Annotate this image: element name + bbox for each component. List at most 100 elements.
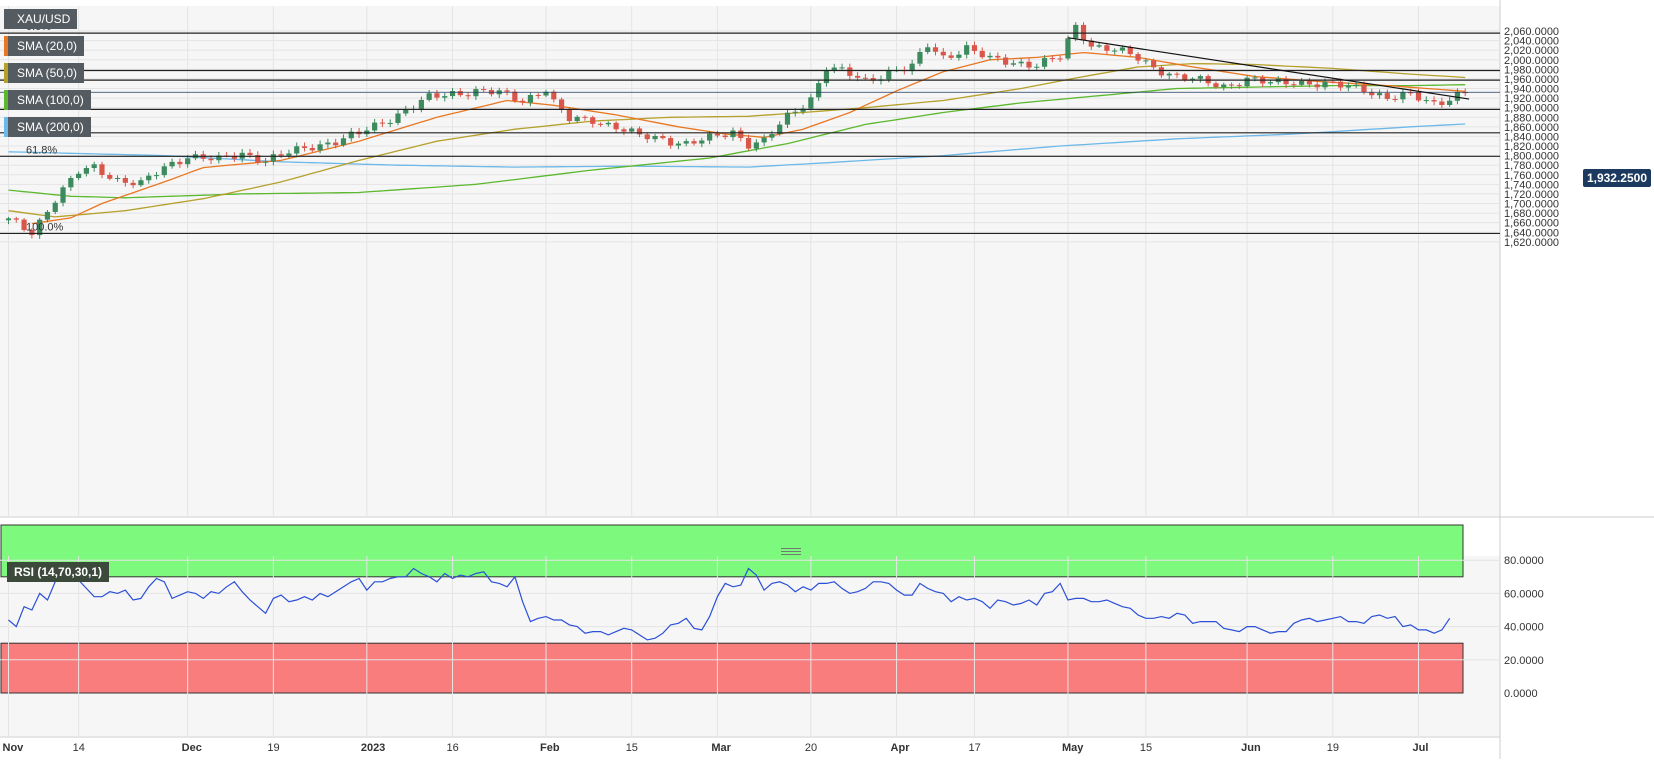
current-price-tag: 1,932.2500 — [1582, 169, 1651, 187]
candle — [177, 158, 183, 168]
date-axis-label: Apr — [891, 742, 911, 754]
candle — [216, 151, 222, 164]
candle — [1158, 65, 1165, 78]
candle — [1423, 96, 1429, 104]
price-axis-label: 1,980.0000 — [1504, 64, 1559, 76]
candle — [138, 177, 144, 188]
candle — [107, 172, 113, 181]
candle — [37, 217, 43, 239]
candle — [582, 115, 588, 121]
candle — [185, 154, 191, 168]
rsi-legend[interactable]: RSI (14,70,30,1) — [7, 562, 110, 582]
candle — [816, 79, 822, 101]
candle — [730, 127, 736, 141]
sma50-legend[interactable]: SMA (50,0) — [4, 63, 85, 83]
candle — [114, 175, 121, 182]
rsi-line — [8, 567, 1451, 641]
candle — [333, 138, 339, 149]
price-axis-label: 1,780.0000 — [1504, 160, 1559, 172]
candle — [738, 127, 744, 142]
candle — [1018, 58, 1024, 67]
price-axis-label: 2,060.0000 — [1504, 26, 1559, 38]
price-axis-label: 1,840.0000 — [1504, 131, 1559, 143]
price-axis-label: 1,960.0000 — [1504, 74, 1559, 86]
candle — [613, 121, 619, 133]
price-axis-label: 1,720.0000 — [1504, 189, 1559, 201]
pane-resize-handle[interactable] — [781, 548, 801, 555]
candle — [839, 63, 845, 71]
candle — [1353, 81, 1359, 89]
price-axis-label: 1,700.0000 — [1504, 199, 1559, 211]
rsi-axis-label: 60.0000 — [1504, 588, 1544, 600]
candle — [574, 115, 580, 123]
candle — [527, 92, 534, 107]
candle — [1384, 89, 1390, 102]
candle — [465, 92, 471, 100]
candle — [317, 140, 323, 154]
candle — [1376, 89, 1383, 99]
candle — [1088, 37, 1094, 50]
candle — [925, 43, 931, 55]
candle — [964, 41, 970, 59]
candle — [1073, 22, 1079, 42]
sma200-legend[interactable]: SMA (200,0) — [4, 117, 91, 137]
candle — [340, 134, 347, 147]
price-axis-label: 2,040.0000 — [1504, 36, 1559, 48]
date-axis-label: 14 — [73, 742, 85, 754]
rsi-axis-label: 80.0000 — [1504, 555, 1544, 567]
price-axis-label: 1,880.0000 — [1504, 112, 1559, 124]
candle — [535, 92, 541, 99]
candle — [372, 118, 378, 133]
price-axis-label: 1,800.0000 — [1504, 151, 1559, 163]
candle — [5, 216, 12, 225]
candle — [1431, 96, 1437, 106]
candle — [566, 107, 572, 124]
candle — [590, 115, 596, 128]
candle — [169, 158, 175, 169]
candle — [99, 161, 105, 179]
date-axis-label: 2023 — [361, 742, 385, 754]
rsi-overbought-zone — [0, 524, 1464, 578]
candle — [558, 97, 565, 113]
candle — [60, 185, 66, 207]
candle — [294, 142, 300, 158]
sma20-legend[interactable]: SMA (20,0) — [4, 36, 85, 56]
candle — [1096, 42, 1102, 49]
candle — [1104, 42, 1110, 55]
sma100-legend[interactable]: SMA (100,0) — [4, 90, 91, 110]
candle — [597, 122, 604, 127]
price-axis-label: 1,740.0000 — [1504, 179, 1559, 191]
candle — [636, 126, 643, 138]
candle — [449, 87, 456, 100]
candle — [1143, 58, 1149, 65]
trendline — [1067, 37, 1470, 100]
price-axis-label: 1,640.0000 — [1504, 227, 1559, 239]
candle — [948, 51, 954, 60]
symbol-label[interactable]: XAU/USD — [4, 9, 78, 29]
candle — [434, 89, 440, 101]
candle — [1166, 72, 1172, 80]
candle — [956, 50, 962, 61]
candle — [348, 127, 354, 142]
candle — [146, 172, 152, 184]
candle — [262, 157, 269, 167]
price-axis-label: 2,000.0000 — [1504, 55, 1559, 67]
fib-level-label: 61.8% — [26, 144, 57, 156]
candle — [909, 59, 915, 75]
candle — [660, 133, 666, 140]
candle — [442, 92, 448, 102]
candle — [1369, 88, 1375, 99]
candle — [1221, 82, 1227, 91]
candle — [1447, 96, 1453, 107]
candle — [1049, 55, 1055, 63]
sma50-line — [8, 62, 1466, 218]
candle — [862, 73, 868, 80]
candle — [161, 163, 167, 178]
candle — [753, 139, 759, 152]
date-axis-label: Mar — [711, 742, 731, 754]
candle — [13, 216, 19, 223]
price-axis-label: 2,020.0000 — [1504, 45, 1559, 57]
price-axis-label: 1,820.0000 — [1504, 141, 1559, 153]
candle — [83, 165, 89, 177]
